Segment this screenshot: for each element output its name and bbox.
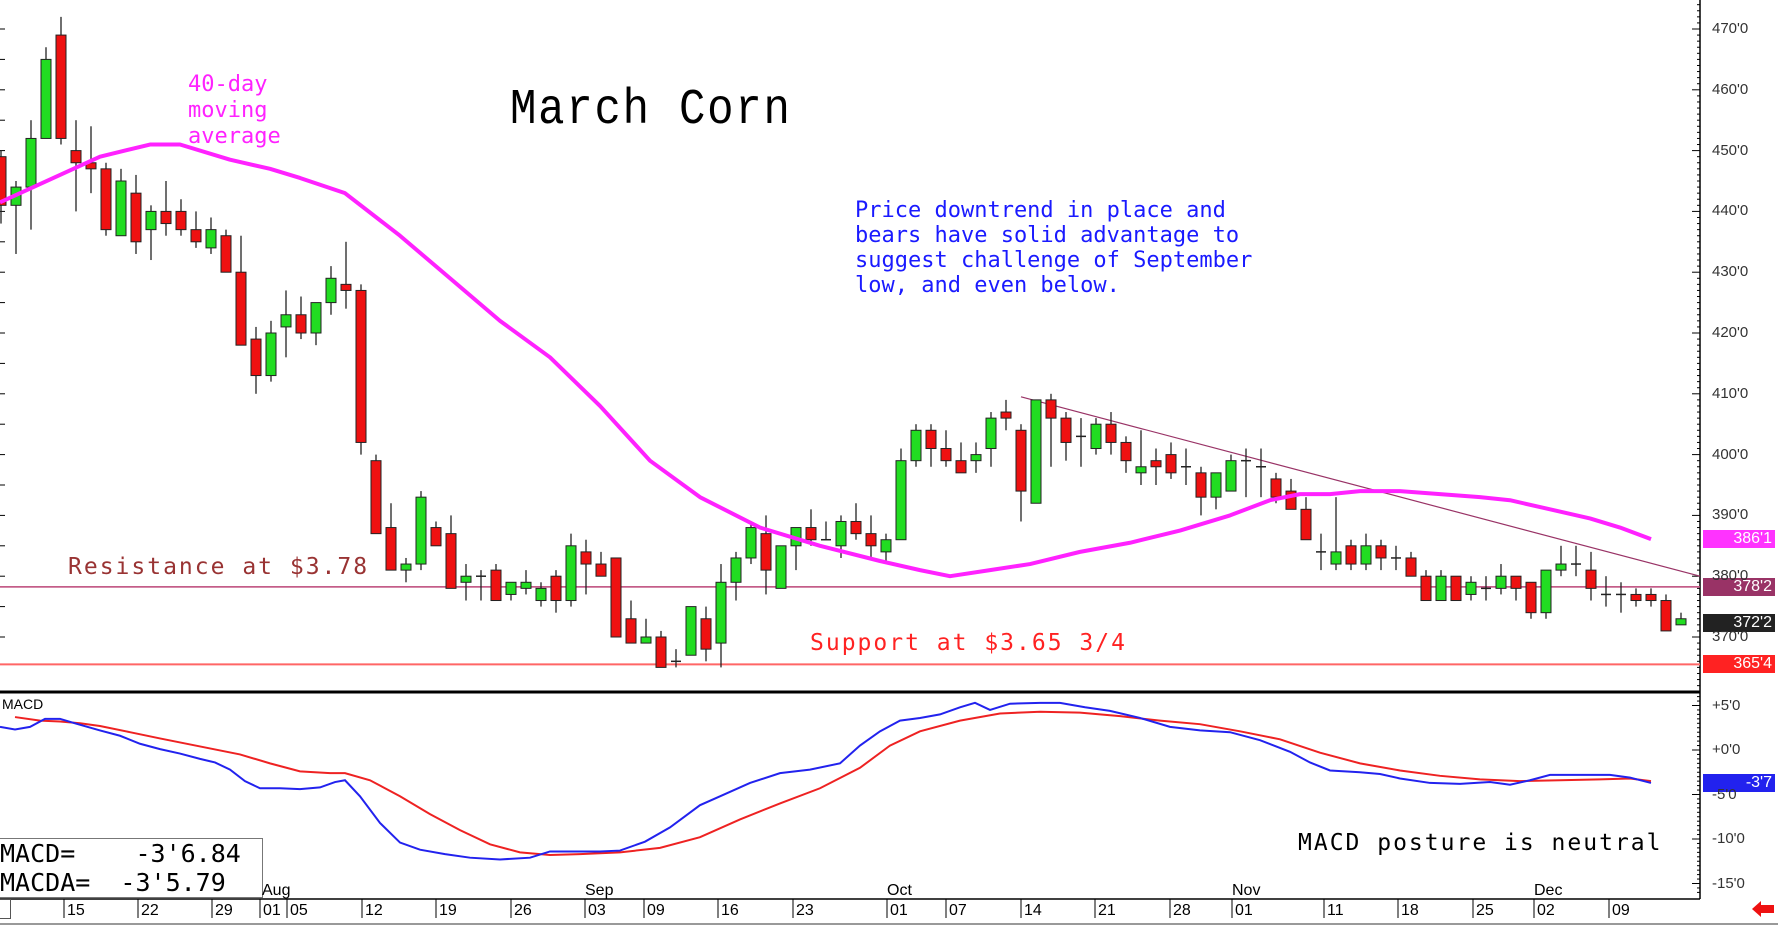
date-tick-label: 09 xyxy=(1612,902,1630,919)
last-price-tag: 372'2 xyxy=(1703,614,1775,633)
month-label: Oct xyxy=(887,882,912,899)
macd-panel-title: MACD xyxy=(2,696,44,712)
date-tick-label: 28 xyxy=(1173,902,1191,919)
chart-title: March Corn xyxy=(510,82,792,139)
macd-tick-label: -10'0 xyxy=(1712,830,1745,847)
price-tick-label: 450'0 xyxy=(1712,141,1749,159)
support-label: Support at $3.65 3/4 xyxy=(810,630,1127,656)
date-tick-label: 21 xyxy=(1098,902,1116,919)
price-tick-label: 370'0 xyxy=(1712,628,1749,645)
macd-tick-label: +5'0 xyxy=(1712,696,1741,714)
price-tick-label: 470'0 xyxy=(1712,20,1749,37)
price-tick-label: 410'0 xyxy=(1712,384,1749,402)
month-label: Nov xyxy=(1232,882,1261,899)
date-tick-label: 22 xyxy=(141,902,159,919)
macd-readout-box: MACD= -3'6.84 MACDA= -3'5.79 xyxy=(0,838,263,898)
date-tick-label: 14 xyxy=(1024,902,1042,919)
price-tick-label: 420'0 xyxy=(1712,324,1749,341)
macd-value: MACD= -3'6.84 xyxy=(0,839,241,868)
price-tick-label: 380'0 xyxy=(1712,567,1749,585)
date-tick-label: 11 xyxy=(1327,902,1344,919)
date-tick-label: 23 xyxy=(796,902,814,919)
month-label: Aug xyxy=(262,882,291,899)
macd-value-tag: -3'7 xyxy=(1703,773,1775,792)
date-tick-label: 01 xyxy=(1235,902,1253,919)
macd-note: MACD posture is neutral xyxy=(1298,830,1663,856)
macd-tick-label: -15'0 xyxy=(1712,874,1745,892)
resistance-label: Resistance at $3.78 xyxy=(68,554,370,580)
date-tick-label: 15 xyxy=(67,902,85,919)
macda-value: MACDA= -3'5.79 xyxy=(0,868,226,897)
resistance-price-tag: 378'2 xyxy=(1703,577,1775,596)
price-tick-label: 400'0 xyxy=(1712,445,1749,463)
date-tick-label: 01 xyxy=(263,902,281,919)
date-tick-label: 26 xyxy=(514,902,532,919)
date-tick-label: 19 xyxy=(439,902,457,919)
scroll-arrow-icon[interactable] xyxy=(1752,900,1774,918)
date-tick-label: 12 xyxy=(365,902,383,919)
date-tick-label: 29 xyxy=(215,902,233,919)
analyst-comment: Price downtrend in place and bears have … xyxy=(855,198,1253,298)
date-tick-label: 18 xyxy=(1401,902,1419,919)
scroll-left-box[interactable] xyxy=(0,899,11,919)
date-tick-label: 25 xyxy=(1476,902,1494,919)
macd-tick-label: +0'0 xyxy=(1712,741,1741,758)
date-tick-label: 16 xyxy=(721,902,739,919)
price-tick-label: 460'0 xyxy=(1712,80,1749,98)
month-label: Sep xyxy=(585,882,614,899)
support-price-tag: 365'4 xyxy=(1703,655,1775,674)
date-tick-label: 07 xyxy=(949,902,967,919)
price-tick-label: 390'0 xyxy=(1712,506,1749,524)
date-tick-label: 01 xyxy=(890,902,908,919)
price-tick-label: 440'0 xyxy=(1712,202,1749,220)
date-tick-label: 03 xyxy=(588,902,606,919)
macd-tick-label: -5'0 xyxy=(1712,785,1737,803)
date-tick-label: 02 xyxy=(1537,902,1555,919)
moving-average-label: 40-day moving average xyxy=(188,72,281,149)
date-tick-label: 05 xyxy=(290,902,308,919)
price-tick-label: 430'0 xyxy=(1712,263,1749,281)
month-label: Dec xyxy=(1534,882,1563,899)
ma-price-tag: 386'1 xyxy=(1703,530,1775,549)
date-tick-label: 09 xyxy=(647,902,665,919)
